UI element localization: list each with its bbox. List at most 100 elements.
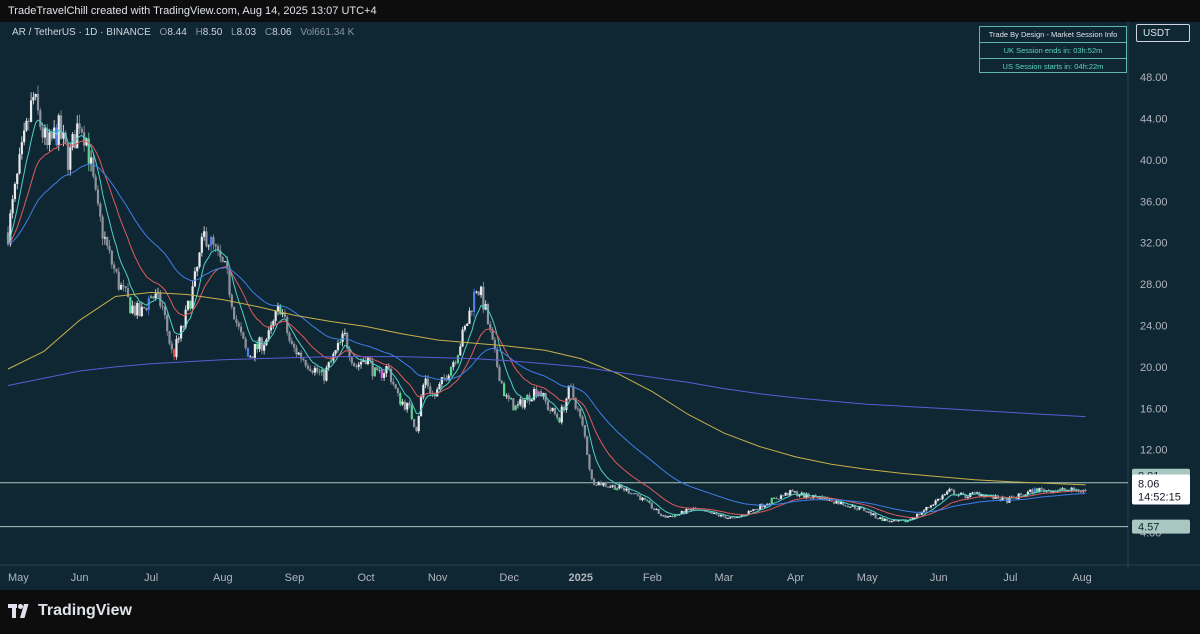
candle-body (941, 495, 944, 500)
candle-body (576, 408, 580, 410)
candle-body (221, 257, 224, 262)
session-info-title: Trade By Design - Market Session Info (980, 27, 1126, 43)
currency-selector[interactable]: USDT (1136, 24, 1190, 42)
candle-body (124, 286, 127, 289)
candle-body (1059, 489, 1062, 491)
candle-body (108, 245, 111, 251)
candle-body (872, 513, 875, 516)
candle-body (844, 505, 847, 507)
candle-body (293, 343, 296, 348)
candle-body (13, 183, 17, 200)
candle-body (551, 407, 554, 411)
candle-body (793, 491, 796, 493)
candle-body (782, 495, 785, 497)
candle-body (106, 237, 109, 246)
candle-body (332, 353, 335, 361)
candle-body (1031, 489, 1034, 494)
x-tick-label: Feb (643, 572, 662, 584)
tradingview-logo[interactable]: TradingView (8, 602, 132, 620)
candle-body (706, 510, 709, 512)
candle-body (119, 284, 123, 290)
candle-body (205, 231, 208, 247)
candle-body (939, 498, 942, 500)
symbol-legend[interactable]: AR / TetherUS · 1D · BINANCE O8.44 H8.50… (12, 27, 354, 38)
candle-body (110, 250, 113, 265)
candle-body (1017, 493, 1020, 499)
candle-body (357, 364, 360, 367)
candle-body (482, 286, 485, 310)
candle-body (32, 96, 35, 101)
y-tick-label: 36.00 (1140, 196, 1168, 208)
candle-body (223, 261, 227, 263)
candle-body (154, 293, 157, 299)
candle-body (279, 305, 282, 315)
candle-body (876, 518, 880, 520)
candle-body (1072, 487, 1076, 491)
candle-body (888, 520, 891, 523)
candle-body (168, 331, 171, 344)
chart-area[interactable] (0, 22, 1200, 590)
candle-body (959, 493, 963, 495)
candle-body (676, 515, 679, 517)
candle-body (595, 484, 598, 486)
candle-body (569, 385, 573, 387)
candle-body (297, 352, 300, 355)
candle-body (214, 244, 217, 247)
volume-label: Vol (300, 27, 315, 38)
candle-body (59, 115, 63, 139)
open-value: 8.44 (167, 27, 187, 38)
candle-body (1019, 493, 1023, 496)
ema-mid-line (7, 140, 1086, 519)
candle-body (48, 132, 51, 146)
candle-body (341, 333, 344, 342)
candle-body (166, 315, 169, 332)
candle-body (66, 143, 70, 170)
candle-body (625, 488, 628, 491)
ema-fast-line (7, 119, 1086, 521)
candle-body (530, 399, 533, 402)
candle-body (454, 362, 457, 364)
candle-body (770, 498, 773, 504)
x-tick-label: Aug (213, 572, 233, 584)
candle-body (911, 518, 914, 520)
candle-body (837, 501, 840, 505)
candle-body (468, 310, 471, 324)
candle-body (886, 518, 889, 521)
candle-body (717, 514, 720, 517)
candle-body (16, 173, 19, 184)
x-tick-label: May (8, 572, 29, 584)
candle-body (826, 496, 829, 501)
y-tick-label: 24.00 (1140, 321, 1168, 333)
candle-body (11, 199, 14, 214)
candle-body (652, 508, 656, 510)
candle-body (839, 501, 843, 505)
high-label: H (195, 27, 203, 38)
candle-body (648, 500, 651, 503)
candle-body (149, 296, 153, 299)
candle-body (313, 367, 316, 373)
y-tick-label: 48.00 (1140, 72, 1168, 84)
candle-body (29, 100, 33, 122)
candle-body (805, 493, 808, 498)
candle-body (122, 284, 125, 287)
candle-body (703, 510, 706, 512)
price-chart[interactable]: 48.00 44.00 40.00 36.00 32.00 28.00 24.00 20.00… (0, 22, 1200, 590)
candle-body (565, 398, 568, 410)
low-label: L (231, 27, 237, 38)
candle-body (92, 157, 95, 177)
bar-countdown-tag: 14:52:15 (1138, 491, 1181, 503)
candle-body (523, 399, 526, 408)
ma-long-yellow-line (7, 291, 1086, 486)
candle-body (830, 498, 833, 502)
candle-body (55, 127, 58, 146)
symbol-title[interactable]: AR / TetherUS · 1D · BINANCE (12, 27, 151, 38)
candle-body (890, 521, 893, 523)
candle-body (514, 405, 517, 411)
candle-body (129, 297, 132, 314)
candle-body (103, 237, 107, 239)
candle-body (387, 366, 390, 369)
low-value: 8.03 (236, 27, 257, 38)
candle-body (1038, 488, 1041, 493)
candle-body (175, 339, 178, 357)
candle-body (560, 406, 563, 423)
